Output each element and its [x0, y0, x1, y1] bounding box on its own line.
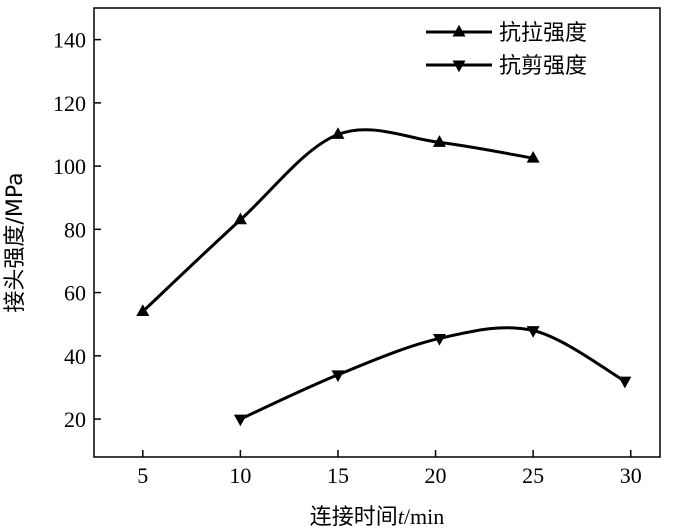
axis-ticks: 5 10 15 20 25 30 20 40 60 80 100 120 140: [53, 28, 642, 488]
x-tick-label: 25: [522, 463, 544, 488]
y-tick-label: 120: [53, 91, 86, 116]
legend-marker: [452, 60, 466, 73]
data-point: [331, 370, 345, 383]
data-point: [136, 304, 150, 316]
x-tick-label: 15: [327, 463, 349, 488]
data-point: [331, 127, 345, 139]
series-line-2: [238, 326, 627, 421]
series-line-1: [141, 128, 535, 314]
series-layer: [136, 127, 632, 427]
y-tick-label: 100: [53, 154, 86, 179]
data-point: [233, 414, 247, 427]
y-tick-label: 20: [64, 407, 86, 432]
data-point: [526, 150, 540, 163]
y-tick-label: 60: [64, 281, 86, 306]
y-axis-title: 接头强度/MPa: [3, 172, 28, 312]
y-tick-label: 80: [64, 217, 86, 242]
x-tick-label: 30: [620, 463, 642, 488]
data-point: [618, 376, 632, 389]
plot-frame: [93, 7, 661, 458]
data-point: [432, 135, 446, 147]
data-point: [526, 326, 540, 338]
legend-label: 抗拉强度: [499, 21, 587, 46]
x-tick-label: 5: [137, 463, 148, 488]
x-tick-label: 20: [425, 463, 447, 488]
x-axis-title: 连接时间t/min: [310, 504, 444, 530]
y-tick-label: 140: [53, 28, 86, 53]
x-axis-title-var: t: [398, 504, 405, 529]
data-point: [233, 212, 247, 225]
legend-marker: [452, 24, 466, 37]
x-axis-title-unit: /min: [404, 504, 444, 529]
legend-label: 抗剪强度: [499, 54, 587, 79]
x-tick-label: 10: [229, 463, 251, 488]
y-tick-label: 40: [64, 344, 86, 369]
x-axis-title-prefix: 连接时间: [310, 505, 398, 530]
data-point: [432, 333, 446, 346]
